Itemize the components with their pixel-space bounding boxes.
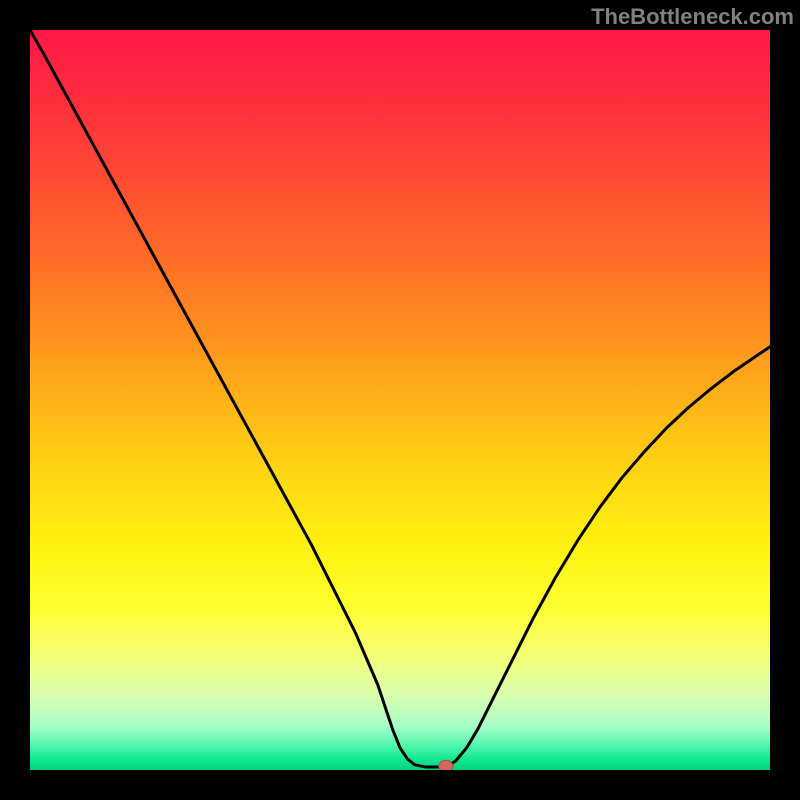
chart-background [30,30,770,770]
chart-plot-area [30,30,770,770]
optimal-point-marker [439,760,453,770]
watermark-label: TheBottleneck.com [591,4,794,30]
